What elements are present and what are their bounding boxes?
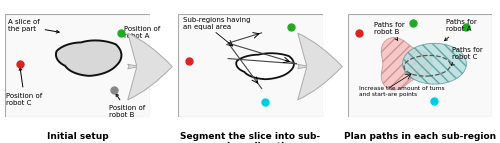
Text: Paths for
robot B: Paths for robot B — [374, 21, 404, 40]
FancyBboxPatch shape — [348, 14, 492, 117]
FancyBboxPatch shape — [5, 14, 150, 117]
Text: Initial setup: Initial setup — [46, 132, 108, 141]
Text: Paths for
robot C: Paths for robot C — [451, 47, 482, 65]
Text: Position of
robot A: Position of robot A — [124, 26, 160, 39]
Text: Plan paths in each sub-region: Plan paths in each sub-region — [344, 132, 496, 141]
Text: A slice of
the part: A slice of the part — [8, 19, 59, 33]
Text: Segment the slice into sub-
regions directly: Segment the slice into sub- regions dire… — [180, 132, 320, 143]
Polygon shape — [402, 43, 466, 84]
Text: Sub-regions having
an equal area: Sub-regions having an equal area — [184, 17, 251, 30]
Text: Paths for
robot A: Paths for robot A — [444, 19, 477, 41]
Polygon shape — [236, 53, 294, 79]
FancyBboxPatch shape — [178, 14, 322, 117]
Polygon shape — [382, 38, 432, 90]
Text: Position of
robot C: Position of robot C — [6, 67, 43, 106]
Polygon shape — [56, 40, 122, 76]
Text: Increase the amount of turns
and start-are points: Increase the amount of turns and start-a… — [359, 86, 444, 97]
Text: Position of
robot B: Position of robot B — [110, 94, 146, 118]
